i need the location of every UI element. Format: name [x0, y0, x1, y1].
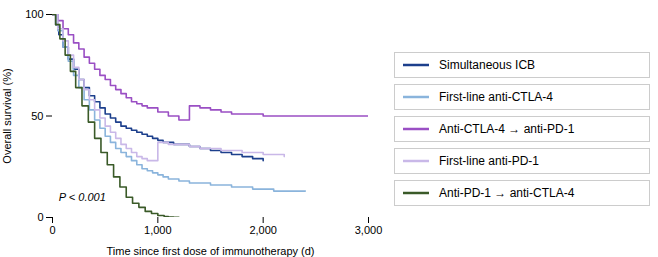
- html-text:Anti-PD-1 → anti-CTLA-4: Anti-PD-1 → anti-CTLA-4: [439, 185, 575, 200]
- html-text:First-line anti-PD-1: First-line anti-PD-1: [439, 153, 539, 168]
- svg-text:Overall survival (%): Overall survival (%): [1, 68, 13, 163]
- html-text:Anti-CTLA-4 → anti-PD-1: Anti-CTLA-4 → anti-PD-1: [439, 121, 575, 136]
- svg-text:0: 0: [49, 224, 55, 236]
- html-text:First-line anti-CTLA-4: First-line anti-CTLA-4: [439, 89, 553, 104]
- html-text:Simultaneous ICB: Simultaneous ICB: [439, 57, 535, 72]
- svg-text:2,000: 2,000: [249, 224, 277, 236]
- svg-text:3,000: 3,000: [355, 224, 383, 236]
- svg-text:100: 100: [25, 8, 43, 20]
- svg-text:1,000: 1,000: [144, 224, 172, 236]
- svg-text:0: 0: [37, 211, 43, 223]
- svg-text:Time since first dose of immun: Time since first dose of immunotherapy (…: [106, 245, 314, 257]
- svg-text:P < 0.001: P < 0.001: [59, 191, 106, 203]
- svg-text:50: 50: [31, 110, 43, 122]
